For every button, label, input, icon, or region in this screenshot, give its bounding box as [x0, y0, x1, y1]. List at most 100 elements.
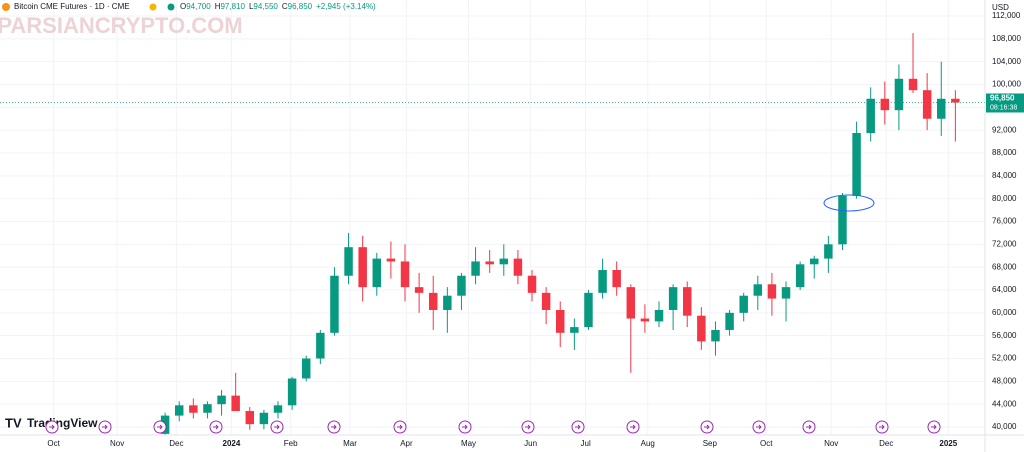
candle-body — [922, 90, 932, 119]
brand-icon: TV — [5, 415, 22, 430]
candle-body — [358, 247, 367, 288]
y-tick-label: 56,000 — [992, 331, 1017, 340]
candle-body — [781, 287, 791, 299]
x-tick-label: Nov — [110, 439, 124, 448]
last-price-tag — [986, 93, 1024, 113]
x-tick-label: Apr — [400, 439, 413, 448]
x-tick-label: Sep — [703, 439, 718, 448]
candle-body — [937, 98, 946, 119]
candle-body — [527, 275, 537, 293]
candle-body — [203, 404, 212, 413]
candle-body — [795, 264, 805, 288]
candle-body — [810, 258, 819, 265]
event-arrow — [462, 424, 468, 430]
candle-body — [640, 318, 650, 322]
events — [45, 420, 941, 434]
ohlc-value: +2,945 (+3.14%) — [316, 2, 376, 11]
candle-body — [301, 358, 311, 379]
candle-body — [697, 315, 706, 342]
candle-body — [570, 327, 579, 333]
y-tick-label: 92,000 — [992, 125, 1017, 134]
candle-body — [400, 261, 410, 288]
candle-body — [499, 258, 509, 265]
x-tick-label: May — [461, 439, 476, 448]
event-arrow — [102, 424, 108, 430]
status-dot — [149, 3, 157, 11]
event-arrow — [525, 424, 531, 430]
candle-body — [598, 270, 607, 293]
candle-body — [880, 98, 890, 111]
y-tick-label: 84,000 — [992, 171, 1017, 180]
event-arrow — [397, 424, 403, 430]
candle-body — [852, 133, 861, 196]
y-tick-label: 108,000 — [992, 34, 1021, 43]
candle-body — [683, 287, 692, 316]
event-arrow — [575, 424, 581, 430]
y-tick-label: 44,000 — [992, 399, 1017, 408]
candle-body — [626, 287, 636, 319]
countdown: 08:16:38 — [990, 104, 1017, 111]
candle-body — [513, 258, 523, 276]
symbol-title[interactable]: Bitcoin CME Futures · 1D · CME — [14, 2, 130, 11]
candle-body — [654, 309, 664, 322]
y-tick-label: 76,000 — [992, 217, 1017, 226]
annotation-ellipse — [823, 194, 875, 212]
candle-body — [245, 411, 255, 425]
candle-body — [287, 378, 297, 406]
event-arrow — [756, 424, 762, 430]
candle-body — [866, 98, 875, 134]
x-tick-label: Oct — [760, 439, 773, 448]
candle-body — [273, 405, 283, 413]
event-arrow — [49, 424, 55, 430]
candle-body — [485, 261, 494, 265]
candle-body — [824, 244, 833, 259]
ohlc-value: 94,550 — [253, 2, 278, 11]
last-price-label: 96,850 — [990, 94, 1015, 103]
ohlc-label: H — [215, 2, 221, 11]
candle-body — [174, 405, 184, 416]
candle-body — [739, 295, 748, 313]
event-arrow — [213, 424, 219, 430]
x-tick-label: 2024 — [223, 439, 241, 448]
x-tick-label: Dec — [169, 439, 183, 448]
market-dot — [167, 3, 175, 11]
y-tick-label: 88,000 — [992, 148, 1017, 157]
event-arrow — [931, 424, 937, 430]
event-arrow — [630, 424, 636, 430]
ohlc-value: 94,700 — [186, 2, 211, 11]
candle-body — [894, 78, 904, 111]
candle-body — [711, 329, 720, 342]
x-tick-label: Nov — [824, 439, 838, 448]
candle-body — [556, 309, 565, 333]
x-tick-label: Oct — [47, 439, 60, 448]
event-arrow — [331, 424, 337, 430]
event-arrow — [157, 424, 163, 430]
ohlc-value: 97,810 — [220, 2, 245, 11]
event-arrow — [879, 424, 885, 430]
candle-body — [414, 287, 424, 293]
plot — [0, 33, 985, 435]
candle-body — [259, 412, 269, 425]
candle-body — [428, 292, 438, 310]
candle-body — [372, 258, 382, 288]
candle-body — [668, 287, 678, 310]
y-tick-label: 104,000 — [992, 57, 1021, 66]
symbol-icon — [2, 3, 10, 11]
brand-logo: TV TradingView — [5, 415, 98, 430]
ohlc-label: C — [282, 2, 288, 11]
candle-body — [951, 98, 960, 103]
candle-body — [231, 395, 240, 412]
y-tick-label: 60,000 — [992, 308, 1017, 317]
x-tick-label: Aug — [641, 439, 655, 448]
candle-body — [217, 395, 226, 405]
x-tick-label: Feb — [284, 439, 298, 448]
currency[interactable]: USD — [992, 3, 1009, 12]
header[interactable]: Bitcoin CME Futures · 1D · CME O 94,700 H 9… — [2, 2, 376, 11]
y-tick-label: 80,000 — [992, 194, 1017, 203]
watermark: PARSIANCRYPTO.COM — [0, 13, 243, 38]
ohlc-label: O — [180, 2, 186, 11]
candle-body — [908, 78, 918, 91]
y-tick-label: 112,000 — [992, 11, 1021, 20]
candle-body — [189, 405, 198, 413]
